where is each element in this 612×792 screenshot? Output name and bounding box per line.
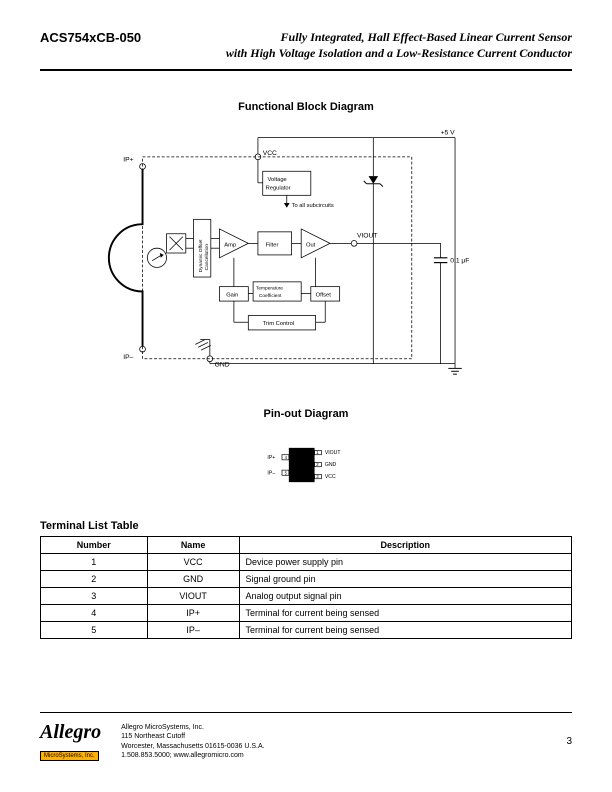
footer-address: Allegro MicroSystems, Inc. 115 Northeast… bbox=[121, 723, 546, 759]
svg-text:Voltage: Voltage bbox=[268, 177, 287, 183]
col-description: Description bbox=[239, 537, 571, 554]
company-logo-sub: MicroSystems, Inc. bbox=[40, 751, 99, 761]
svg-text:VCC: VCC bbox=[325, 474, 336, 480]
page-footer: Allegro MicroSystems, Inc. Allegro Micro… bbox=[40, 712, 572, 762]
pinout-diagram: 4 IP+ 5 IP– 1 VIOUT 2 GND 3 VCC bbox=[246, 435, 366, 495]
svg-text:IP+: IP+ bbox=[267, 455, 275, 461]
svg-text:Amp: Amp bbox=[224, 242, 236, 248]
svg-text:Dynamic Offset: Dynamic Offset bbox=[198, 239, 204, 272]
svg-text:Offset: Offset bbox=[316, 292, 332, 298]
table-header-row: Number Name Description bbox=[41, 537, 572, 554]
functional-block-diagram: IP+ IP– VCC +5 V Voltage Regul bbox=[106, 128, 506, 378]
svg-text:Coefficient: Coefficient bbox=[259, 293, 282, 299]
svg-text:Out: Out bbox=[306, 242, 316, 248]
svg-text:+5 V: +5 V bbox=[441, 130, 456, 137]
logo-block: Allegro MicroSystems, Inc. bbox=[40, 721, 101, 762]
svg-text:GND: GND bbox=[325, 462, 337, 468]
svg-text:Gain: Gain bbox=[226, 292, 238, 298]
terminal-table-title: Terminal List Table bbox=[40, 520, 572, 532]
svg-text:0.1 μF: 0.1 μF bbox=[450, 258, 469, 265]
document-title: Fully Integrated, Hall Effect-Based Line… bbox=[226, 30, 572, 61]
table-row: 2GNDSignal ground pin bbox=[41, 571, 572, 588]
col-name: Name bbox=[147, 537, 239, 554]
svg-text:IP+: IP+ bbox=[123, 157, 133, 164]
table-row: 3VIOUTAnalog output signal pin bbox=[41, 588, 572, 605]
svg-text:GND: GND bbox=[215, 362, 230, 369]
col-number: Number bbox=[41, 537, 148, 554]
svg-text:VIOUT: VIOUT bbox=[357, 233, 378, 240]
svg-text:VCC: VCC bbox=[263, 150, 277, 157]
svg-text:To all subcircuits: To all subcircuits bbox=[292, 203, 334, 209]
svg-text:IP–: IP– bbox=[123, 354, 133, 361]
page-header: ACS754xCB-050 Fully Integrated, Hall Eff… bbox=[40, 30, 572, 71]
pinout-container: 4 IP+ 5 IP– 1 VIOUT 2 GND 3 VCC bbox=[40, 435, 572, 495]
block-diagram-title: Functional Block Diagram bbox=[40, 101, 572, 113]
terminal-list-table: Number Name Description 1VCCDevice power… bbox=[40, 536, 572, 639]
svg-text:Regulator: Regulator bbox=[266, 186, 291, 192]
svg-text:VIOUT: VIOUT bbox=[325, 450, 342, 456]
svg-text:Cancellation: Cancellation bbox=[204, 244, 210, 271]
block-diagram-container: IP+ IP– VCC +5 V Voltage Regul bbox=[40, 128, 572, 378]
table-row: 1VCCDevice power supply pin bbox=[41, 554, 572, 571]
svg-text:Trim Control: Trim Control bbox=[263, 321, 294, 327]
table-row: 4IP+Terminal for current being sensed bbox=[41, 605, 572, 622]
part-number: ACS754xCB-050 bbox=[40, 30, 141, 45]
page-number: 3 bbox=[566, 736, 572, 747]
svg-text:5: 5 bbox=[285, 471, 288, 476]
svg-text:IP–: IP– bbox=[267, 471, 275, 477]
svg-text:Temperature: Temperature bbox=[256, 286, 283, 292]
svg-text:4: 4 bbox=[285, 455, 288, 460]
company-logo: Allegro bbox=[40, 721, 101, 744]
table-row: 5IP–Terminal for current being sensed bbox=[41, 622, 572, 639]
pinout-title: Pin-out Diagram bbox=[40, 408, 572, 420]
svg-text:Filter: Filter bbox=[266, 242, 279, 248]
